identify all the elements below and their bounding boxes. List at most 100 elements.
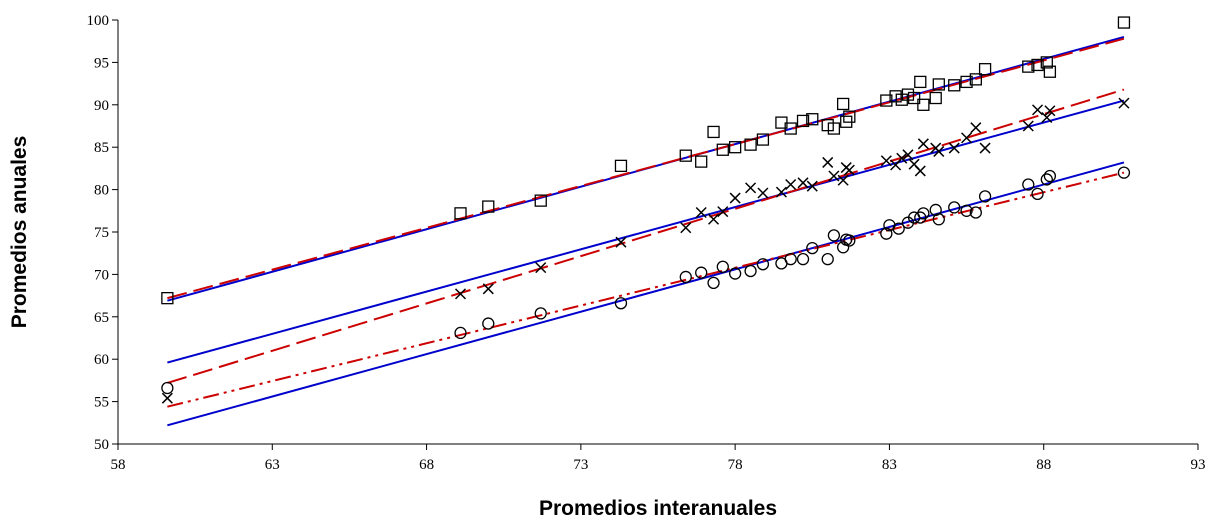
ticks: 58 63 68 73 78 83 88 93 50 55 60 65 70 75 80 85 90 95 100 xyxy=(87,13,1206,473)
data-point-x xyxy=(745,182,757,194)
y-axis-title: Promedios anuales xyxy=(8,136,31,329)
data-point-circle xyxy=(1040,173,1053,186)
data-point-x xyxy=(482,283,494,295)
data-point-circle xyxy=(707,276,720,290)
data-point-x xyxy=(979,142,991,154)
y-tick-label: 60 xyxy=(94,352,109,368)
data-point-square xyxy=(707,125,720,139)
y-tick-label: 70 xyxy=(94,267,109,283)
data-point-circle xyxy=(796,252,810,266)
data-point-circle xyxy=(880,227,893,240)
data-point-circle xyxy=(784,252,797,266)
data-point-x xyxy=(914,165,926,177)
data-point-square xyxy=(806,113,819,126)
data-point-circle xyxy=(756,258,770,271)
data-point-square xyxy=(756,133,770,146)
data-point-circle xyxy=(978,190,992,203)
y-tick-label: 95 xyxy=(94,55,109,71)
y-tick-label: 65 xyxy=(94,310,109,326)
x-tick-label: 63 xyxy=(265,457,280,473)
data-point-circle xyxy=(161,381,174,395)
data-point-square xyxy=(695,155,708,168)
data-point-square xyxy=(482,200,495,213)
data-point-square xyxy=(614,159,628,173)
data-point-square xyxy=(679,149,692,162)
data-point-x xyxy=(902,149,914,161)
data-point-square xyxy=(827,122,841,135)
data-point-circle xyxy=(836,241,850,254)
data-point-circle xyxy=(969,206,982,219)
data-point-x xyxy=(717,206,729,218)
y-tick-label: 85 xyxy=(94,140,109,156)
data-point-x xyxy=(970,122,982,134)
data-point-circle xyxy=(948,201,961,214)
data-point-square xyxy=(1031,58,1044,72)
data-point-square xyxy=(796,114,810,128)
data-point-circle xyxy=(827,229,841,242)
data-point-x xyxy=(708,213,720,225)
data-point-x xyxy=(828,170,840,182)
x-tick-label: 73 xyxy=(573,457,588,473)
data-point-square xyxy=(914,75,927,89)
data-point-square xyxy=(534,194,547,207)
data-point-circle xyxy=(1043,169,1057,183)
data-point-circle xyxy=(716,260,729,273)
data-point-x xyxy=(917,138,929,150)
data-point-square xyxy=(821,119,834,132)
data-point-square xyxy=(917,98,930,111)
data-point-circle xyxy=(1117,166,1131,179)
fit-line xyxy=(167,37,1125,300)
data-point-x xyxy=(948,142,960,154)
y-tick-label: 90 xyxy=(94,98,109,114)
data-point-square xyxy=(1040,56,1053,69)
data-point-square xyxy=(948,79,961,92)
data-point-x xyxy=(822,156,834,168)
data-point-x xyxy=(896,152,908,164)
x-tick-label: 78 xyxy=(728,457,743,473)
data-point-x xyxy=(837,174,849,186)
x-tick-label: 58 xyxy=(111,457,126,473)
data-point-circle xyxy=(695,266,708,279)
data-point-circle xyxy=(892,222,905,235)
data-point-square xyxy=(889,90,902,103)
data-point-circle xyxy=(932,213,945,226)
data-point-square xyxy=(728,141,742,154)
data-point-x xyxy=(757,187,769,199)
data-point-x xyxy=(1041,111,1053,124)
data-point-circle xyxy=(1031,187,1044,200)
data-point-square xyxy=(978,63,992,76)
data-point-square xyxy=(880,94,893,107)
y-tick-label: 55 xyxy=(94,395,109,411)
data-point-x xyxy=(843,164,855,176)
data-point-square xyxy=(744,138,757,151)
data-point-circle xyxy=(843,234,856,247)
data-point-circle xyxy=(744,264,757,278)
data-point-square xyxy=(161,291,174,305)
data-point-x xyxy=(806,180,818,192)
fit-line xyxy=(167,88,1125,384)
data-point-x xyxy=(933,145,945,157)
fit-line xyxy=(167,161,1125,427)
data-point-x xyxy=(961,132,973,144)
data-point-x xyxy=(161,392,173,404)
data-point-square xyxy=(907,91,921,105)
data-point-x xyxy=(680,222,692,234)
fit-lines xyxy=(167,35,1125,427)
data-point-circle xyxy=(454,326,467,340)
data-point-square xyxy=(969,73,982,86)
data-point-x xyxy=(1118,97,1130,109)
data-point-x xyxy=(1032,104,1044,116)
data-point-x xyxy=(785,178,797,191)
data-point-circle xyxy=(482,317,495,330)
y-tick-label: 100 xyxy=(87,13,110,29)
data-point-square xyxy=(932,78,945,91)
data-point-circle xyxy=(614,297,628,310)
x-tick-label: 88 xyxy=(1036,457,1051,473)
x-axis-title: Promedios interanuales xyxy=(539,497,777,520)
data-point-x xyxy=(797,177,809,189)
fit-line xyxy=(167,99,1125,364)
data-point-square xyxy=(784,122,797,135)
data-point-x xyxy=(535,262,547,274)
markers xyxy=(161,16,1131,404)
